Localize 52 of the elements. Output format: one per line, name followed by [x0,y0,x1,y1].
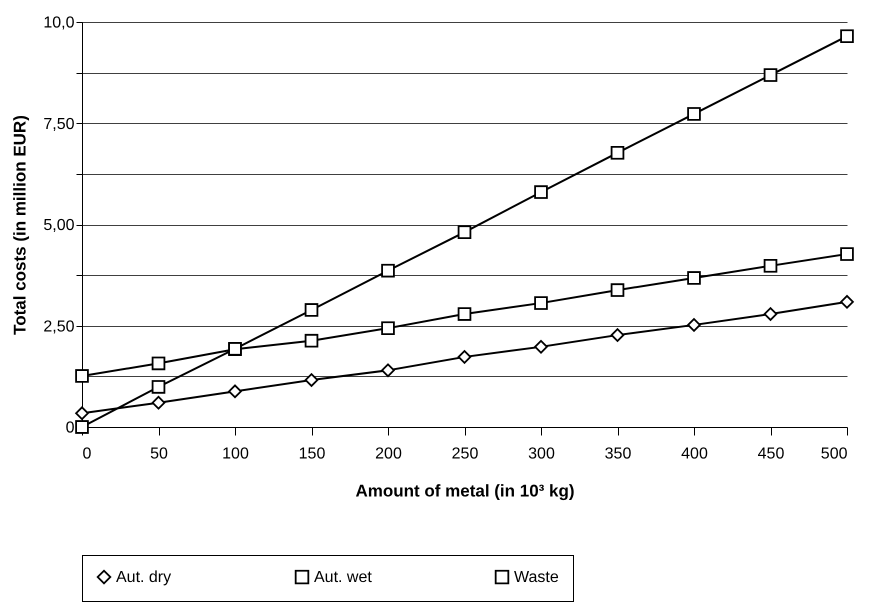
point [304,334,318,348]
x-tick-label: 100 [222,446,249,462]
y-tick-label: 5,00 [43,217,75,234]
legend-label: Aut. wet [314,569,372,586]
point [840,29,854,43]
point [610,146,624,160]
point [764,307,778,321]
point [534,340,548,354]
point [610,328,624,342]
point [610,283,624,297]
y-axis-title: Total costs (in million EUR) [10,115,30,335]
y-tick-label: 0 [66,420,75,436]
point [228,342,242,356]
x-tick-label: 150 [298,446,326,462]
x-tick-label: 250 [452,446,478,462]
y-tick-label: 10,0 [43,14,75,32]
point [764,68,778,82]
point [75,369,89,383]
point [458,350,472,364]
point [152,380,166,394]
x-tick-label: 400 [681,446,708,462]
x-tick-label: 500 [820,446,848,462]
point [228,384,242,398]
x-tick-label: 200 [375,446,402,462]
point [687,271,701,285]
point [381,321,395,335]
point [152,396,166,410]
x-tick-label: 300 [528,446,555,462]
point [687,318,701,332]
point [304,303,318,317]
legend-label: Waste [514,569,559,586]
point [458,307,472,321]
point [75,406,89,420]
x-tick-label: 350 [604,446,632,462]
point [458,225,472,240]
x-tick-label: 50 [150,446,168,462]
point [534,296,548,310]
legend-label: Aut. dry [116,569,172,586]
point [840,295,854,309]
point [304,373,318,387]
point [764,258,778,273]
x-axis-title: Amount of metal (in 10³ kg) [355,482,575,500]
point [381,264,395,278]
y-tick-label: 7,50 [43,116,75,133]
point [152,356,166,370]
y-tick-label: 2,50 [43,318,75,336]
point [687,107,701,121]
point [534,185,548,199]
point [840,247,854,261]
point [381,363,395,378]
x-tick-label: 450 [758,446,784,462]
x-tick-label: 0 [82,446,92,462]
